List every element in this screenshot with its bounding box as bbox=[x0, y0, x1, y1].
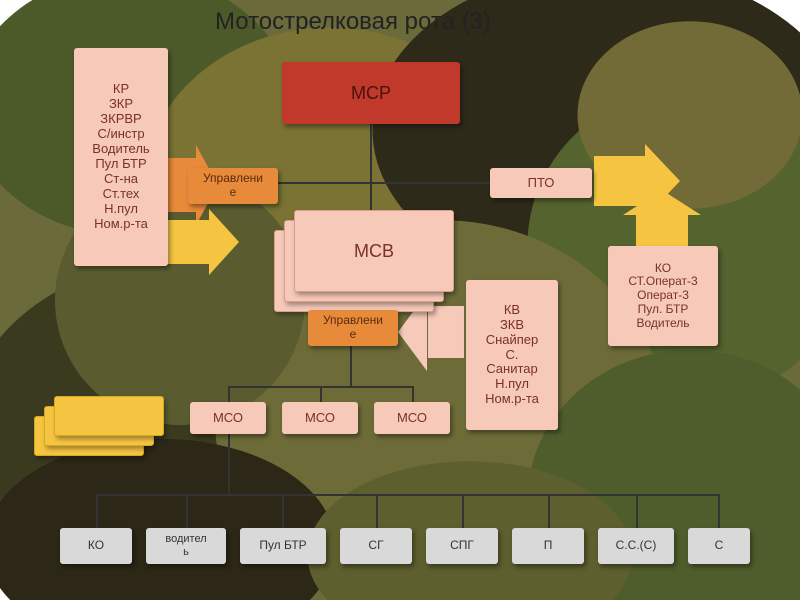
mso3: МСО bbox=[374, 402, 450, 434]
pto: ПТО bbox=[490, 168, 592, 198]
connector bbox=[718, 494, 720, 528]
kv-list: КВ ЗКВ Снайпер С. Санитар Н.пул Ном.р-та bbox=[466, 280, 558, 430]
connector bbox=[350, 346, 352, 386]
connector bbox=[228, 386, 230, 402]
a-yellow-mid bbox=[168, 220, 240, 264]
connector bbox=[548, 494, 550, 528]
connector bbox=[228, 434, 230, 494]
connector bbox=[636, 494, 638, 528]
a-ko-up bbox=[636, 190, 688, 246]
b-p: П bbox=[512, 528, 584, 564]
connector bbox=[96, 494, 720, 496]
b-sg: СГ bbox=[340, 528, 412, 564]
upr1: Управлени е bbox=[188, 168, 278, 204]
b-vod: водител ь bbox=[146, 528, 226, 564]
kr-list: КР ЗКР ЗКРВР С/инстр Водитель Пул БТР Ст… bbox=[74, 48, 168, 266]
connector bbox=[320, 386, 322, 402]
connector bbox=[186, 494, 188, 528]
b-ko: КО bbox=[60, 528, 132, 564]
upr2: Управлени е bbox=[308, 310, 398, 346]
connector bbox=[96, 494, 98, 528]
connector bbox=[282, 494, 284, 528]
b-ssc: С.С.(С) bbox=[598, 528, 674, 564]
a-kv-left bbox=[398, 306, 464, 358]
b-s: С bbox=[688, 528, 750, 564]
connector bbox=[370, 124, 372, 182]
connector bbox=[370, 182, 372, 212]
mso1: МСО bbox=[190, 402, 266, 434]
page-title: Мотострелковая рота (3) bbox=[215, 8, 491, 36]
msv: МСВ bbox=[274, 210, 454, 312]
msr: МСР bbox=[282, 62, 460, 124]
connector bbox=[412, 386, 414, 402]
connector bbox=[376, 494, 378, 528]
connector bbox=[462, 494, 464, 528]
mso2: МСО bbox=[282, 402, 358, 434]
b-pul: Пул БТР bbox=[240, 528, 326, 564]
ko-list: КО СТ.Операт-3 Операт-3 Пул. БТР Водител… bbox=[608, 246, 718, 346]
b-spg: СПГ bbox=[426, 528, 498, 564]
yellow-stack bbox=[34, 396, 164, 456]
